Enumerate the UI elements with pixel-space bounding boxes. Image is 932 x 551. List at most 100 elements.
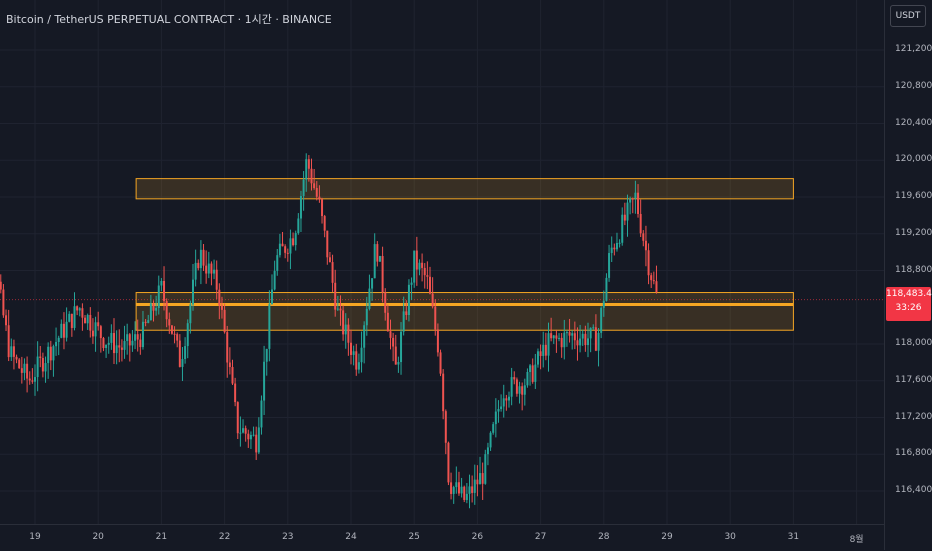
candle-down [62,323,65,338]
candle-up [260,400,263,428]
candle-down [384,292,387,313]
candle-down [5,315,8,326]
candle-up [105,344,108,349]
candle-down [292,238,295,246]
candle-down [31,380,34,382]
candle-down [513,377,516,380]
candle-down [176,334,179,341]
candle-down [450,482,453,494]
candle-down [178,340,181,367]
candle-down [144,321,147,323]
candle-up [299,196,302,219]
candle-up [600,307,603,333]
price-scale[interactable] [884,0,932,550]
candle-up [371,278,374,289]
candle-up [297,218,300,234]
candle-up [563,332,566,348]
candle-down [623,214,626,221]
candle-up [526,372,529,386]
candle-up [534,364,537,382]
candle-down [120,347,123,350]
candle-up [294,233,297,246]
candle-down [471,486,474,493]
candle-down [247,433,250,440]
candle-down [321,199,324,217]
time-tick-label: 31 [787,532,800,542]
candle-down [91,330,94,337]
candle-up [68,313,71,322]
candle-up [592,327,595,329]
candle-down [173,333,176,335]
resistance-zone [135,178,794,200]
candle-down [457,482,460,494]
candle-up [378,256,381,262]
candle-up [615,243,618,250]
candle-up [94,322,97,337]
candle-up [492,424,495,433]
candle-down [431,293,434,307]
candle-up [73,306,76,328]
price-tick-label: 120,400.0 [895,117,932,128]
candle-up [400,331,403,363]
candle-down [0,281,2,290]
candle-up [581,333,584,339]
candle-down [392,337,395,347]
candle-down [326,230,329,258]
currency-button[interactable]: USDT [890,5,926,27]
candle-down [197,262,200,269]
candle-up [107,342,110,345]
candle-up [455,482,458,488]
candle-up [189,304,192,324]
candle-down [613,247,616,250]
candle-down [234,383,237,403]
time-tick-label: 20 [92,532,104,542]
price-tick-label: 117,200.0 [895,411,932,422]
candle-down [286,252,289,254]
candle-up [265,348,268,362]
candle-down [655,281,658,293]
candle-up [597,332,600,351]
candle-up [610,247,613,254]
time-tick-label: 23 [282,532,294,542]
candle-up [194,262,197,280]
candle-up [565,332,568,334]
candle-up [52,346,55,361]
candle-up [86,315,89,324]
candle-down [355,351,358,370]
candle-down [442,373,445,412]
candle-up [344,324,347,335]
candle-down [328,257,331,263]
candle-down [152,303,155,311]
candle-countdown: 33:26 [895,303,922,313]
candle-up [523,385,526,395]
candle-down [128,334,131,346]
candle-up [199,249,202,269]
candle-up [365,308,368,326]
candle-up [181,359,184,367]
candle-up [352,351,355,355]
candle-up [357,362,360,370]
candle-down [28,378,31,381]
candle-down [226,332,229,363]
chart-area[interactable]: Bitcoin / TetherUS PERPETUAL CONTRACT · … [0,0,884,524]
candle-up [489,432,492,448]
candle-down [423,267,426,276]
candle-up [186,323,189,347]
price-tick-label: 120,800.0 [895,80,932,91]
candle-down [220,305,223,310]
candle-down [394,346,397,365]
candle-up [23,363,26,373]
candle-up [155,308,158,311]
candle-down [12,346,15,357]
candle-up [618,242,621,244]
candle-up [397,362,400,365]
candle-up [497,408,500,412]
candle-down [310,168,313,184]
candle-down [244,428,247,434]
candle-up [510,377,513,397]
candlestick-chart[interactable] [0,0,884,524]
candle-down [550,333,553,339]
candle-down [281,243,284,247]
time-scale[interactable]: 19 20 21 22 23 24 25 26 27 28 29 30 31 8월 [0,524,884,551]
candle-up [147,320,150,323]
